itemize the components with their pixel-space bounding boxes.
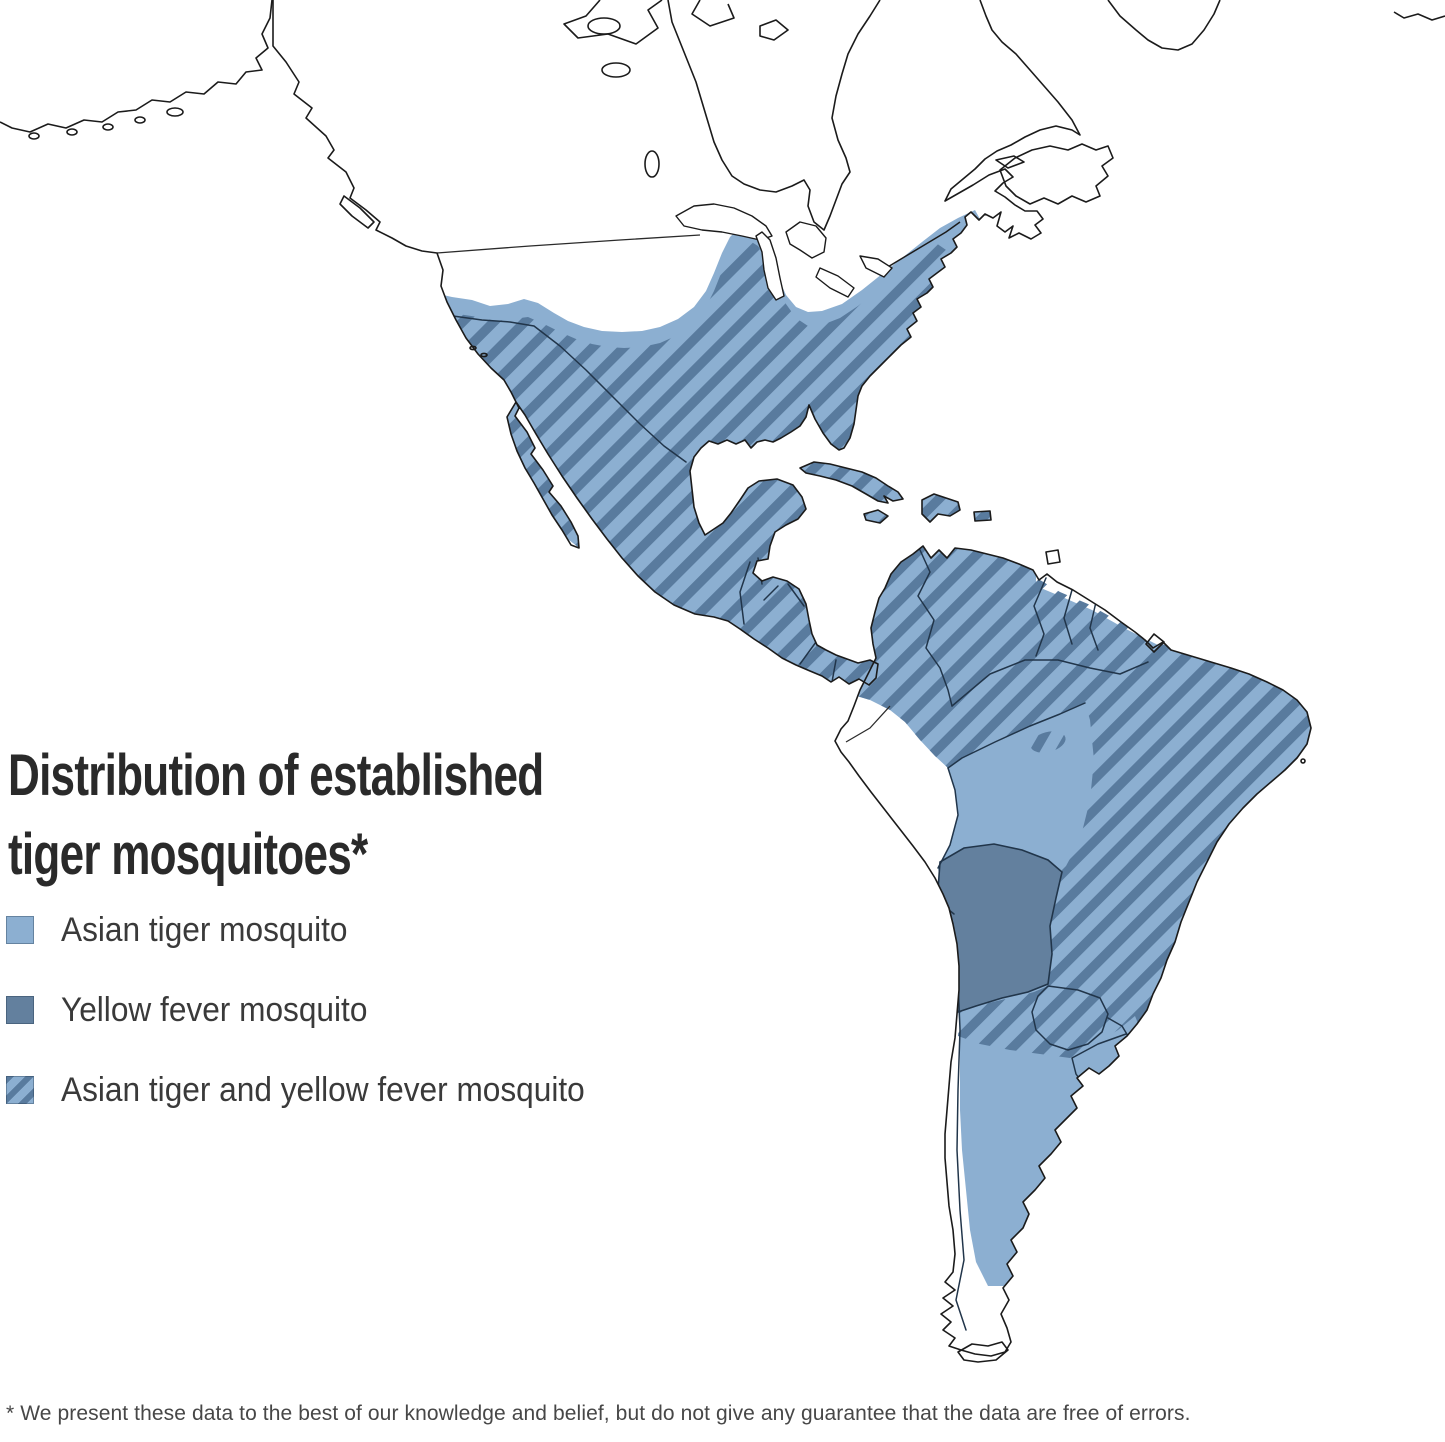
page-title-line1: Distribution of established (8, 743, 544, 808)
legend-label-yellow-fever: Yellow fever mosquito (61, 990, 368, 1029)
legend-item-asian-tiger: Asian tiger mosquito (6, 911, 624, 949)
great-lakes (675, 203, 893, 301)
legend-label-both: Asian tiger and yellow fever mosquito (61, 1070, 585, 1109)
page-title-line2: tiger mosquitoes* (8, 822, 368, 887)
borders-on-white (436, 234, 891, 743)
legend-label-asian-tiger: Asian tiger mosquito (61, 910, 348, 949)
map-legend: Asian tiger mosquito Yellow fever mosqui… (6, 911, 624, 1156)
footnote: * We present these data to the best of o… (6, 1402, 1191, 1425)
legend-swatch-both (6, 1076, 34, 1104)
region-both-hatched (434, 241, 1311, 1078)
coastlines (0, 0, 1445, 1363)
st-lawrence-river (885, 221, 961, 269)
legend-swatch-asian-tiger (6, 916, 34, 944)
page-title: Distribution of established tiger mosqui… (8, 736, 544, 894)
distribution-regions (430, 210, 1311, 1331)
region-both-hatched-enclave (1030, 731, 1066, 753)
legend-item-yellow-fever: Yellow fever mosquito (6, 991, 624, 1029)
legend-item-both: Asian tiger and yellow fever mosquito (6, 1071, 624, 1109)
legend-swatch-yellow-fever (6, 996, 34, 1024)
